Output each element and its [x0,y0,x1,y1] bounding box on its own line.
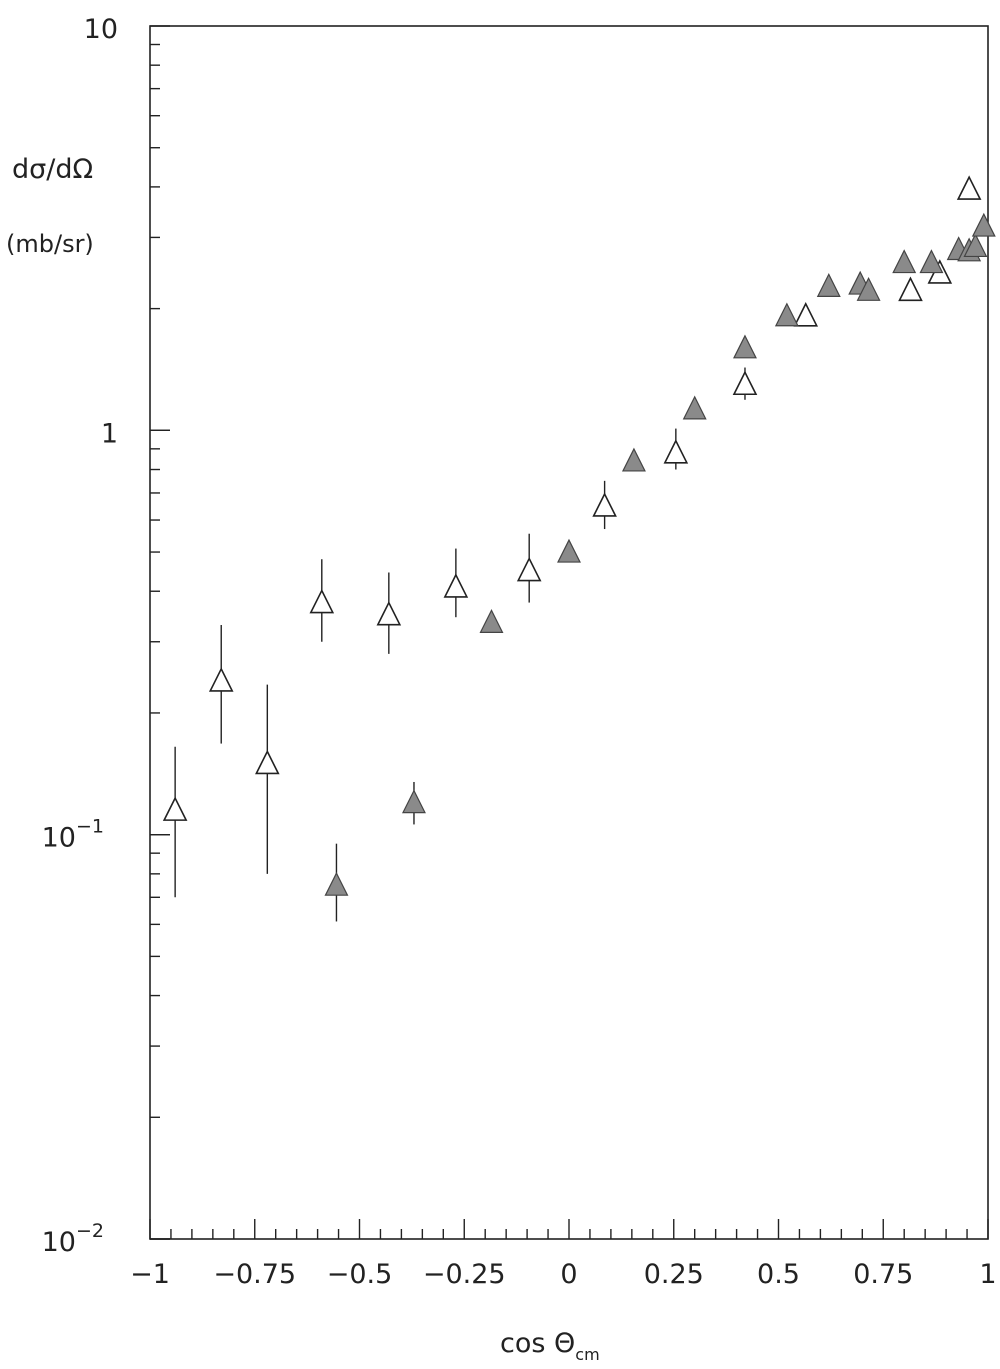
data-point-filled-triangle [856,276,881,301]
data-point-open-triangle [592,492,617,517]
data-point-open-triangle [793,301,819,327]
y-tick-label-base: 10 [42,1227,76,1258]
data-point-filled-triangle [963,233,988,258]
data-point-filled-triangle [816,273,841,297]
y-tick-label-base: 10 [42,823,76,854]
data-point-filled-triangle [774,302,799,327]
y-tick-label: 10−1 [42,816,104,854]
data-point-open-triangle [898,276,923,302]
data-point-open-triangle [443,573,469,598]
data-point-open-triangle [255,749,280,775]
data-point-open-triangle [956,175,982,200]
data-point-filled-triangle [401,789,426,814]
x-tick-label: 0.25 [644,1259,704,1290]
x-tick-label: −1 [130,1259,170,1290]
plot-frame [149,25,989,1240]
x-tick-label: 0.5 [757,1259,800,1290]
x-tick-label: −0.75 [213,1259,296,1290]
data-point-open-triangle [162,796,188,821]
data-point-filled-triangle [479,609,504,633]
y-tick-label: 10 [84,14,118,45]
y-axis-label-line1: dσ/dΩ [12,154,93,185]
data-point-filled-triangle [919,249,944,274]
data-point-filled-triangle [621,447,646,472]
y-tick-label-base: 10 [84,14,118,45]
data-point-open-triangle [663,438,689,464]
data-point-filled-triangle [971,212,996,237]
x-axis-ticks: −1 −0.75 −0.5 −0.25 0 0.25 0.5 0.75 1 [130,1219,997,1290]
data-point-filled-triangle [892,249,917,274]
data-point-filled-triangle [682,395,707,420]
y-tick-label-exponent: −2 [76,1220,104,1242]
y-axis-label-line2: (mb/sr) [6,230,94,258]
data-point-open-triangle [376,600,402,626]
data-point-open-triangle [208,667,234,692]
data-point-open-triangle [516,556,542,582]
y-tick-label: 1 [101,418,118,449]
y-tick-label-exponent: −1 [76,816,104,838]
x-axis-label: cos Θcm [500,1328,600,1364]
y-tick-label: 10−2 [42,1220,104,1258]
data-series [162,175,996,922]
x-tick-label: −0.5 [327,1259,393,1290]
data-point-open-triangle [732,370,758,396]
x-tick-label: 1 [979,1259,996,1290]
x-tick-label: 0.75 [853,1259,913,1290]
x-tick-label: 0 [560,1259,577,1290]
x-axis-label-main: cos Θ [500,1328,575,1359]
data-point-filled-triangle [733,334,757,359]
x-axis-label-subscript: cm [575,1345,599,1364]
x-tick-label: −0.25 [423,1259,506,1290]
data-point-filled-triangle [557,538,581,563]
data-point-open-triangle [309,588,335,614]
y-tick-label-base: 1 [101,418,118,449]
data-point-filled-triangle [324,871,349,896]
